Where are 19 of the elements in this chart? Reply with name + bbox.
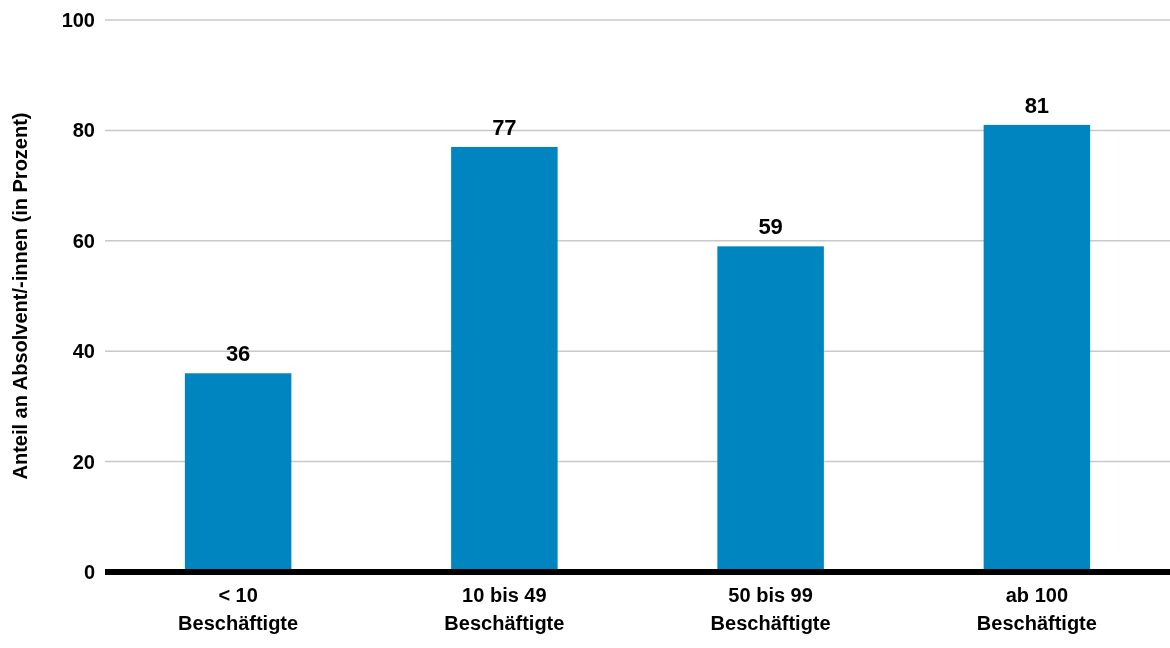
data-label: 77: [492, 114, 517, 140]
data-label: 36: [225, 341, 251, 367]
y-tick-label: 80: [72, 119, 95, 142]
y-axis-title: Anteil an Absolvent/-innen (in Prozent): [9, 112, 31, 480]
data-label: 59: [758, 214, 783, 240]
x-tick-label: 10 bis 49 Beschäftigte: [444, 584, 565, 634]
y-tick-label: 0: [83, 560, 95, 583]
bar: [983, 124, 1091, 572]
data-label: 81: [1024, 92, 1050, 118]
y-tick-label: 60: [72, 229, 95, 252]
y-tick-label: 40: [72, 340, 95, 363]
x-tick-label: < 10 Beschäftigte: [178, 584, 299, 634]
bar: [451, 146, 558, 572]
y-tick-label: 20: [72, 450, 95, 473]
bar: [717, 246, 824, 572]
bar: [184, 373, 292, 572]
x-tick-label: ab 100 Beschäftigte: [976, 584, 1097, 634]
y-tick-label: 100: [61, 8, 95, 31]
x-tick-label: 50 bis 99 Beschäftigte: [710, 584, 831, 634]
